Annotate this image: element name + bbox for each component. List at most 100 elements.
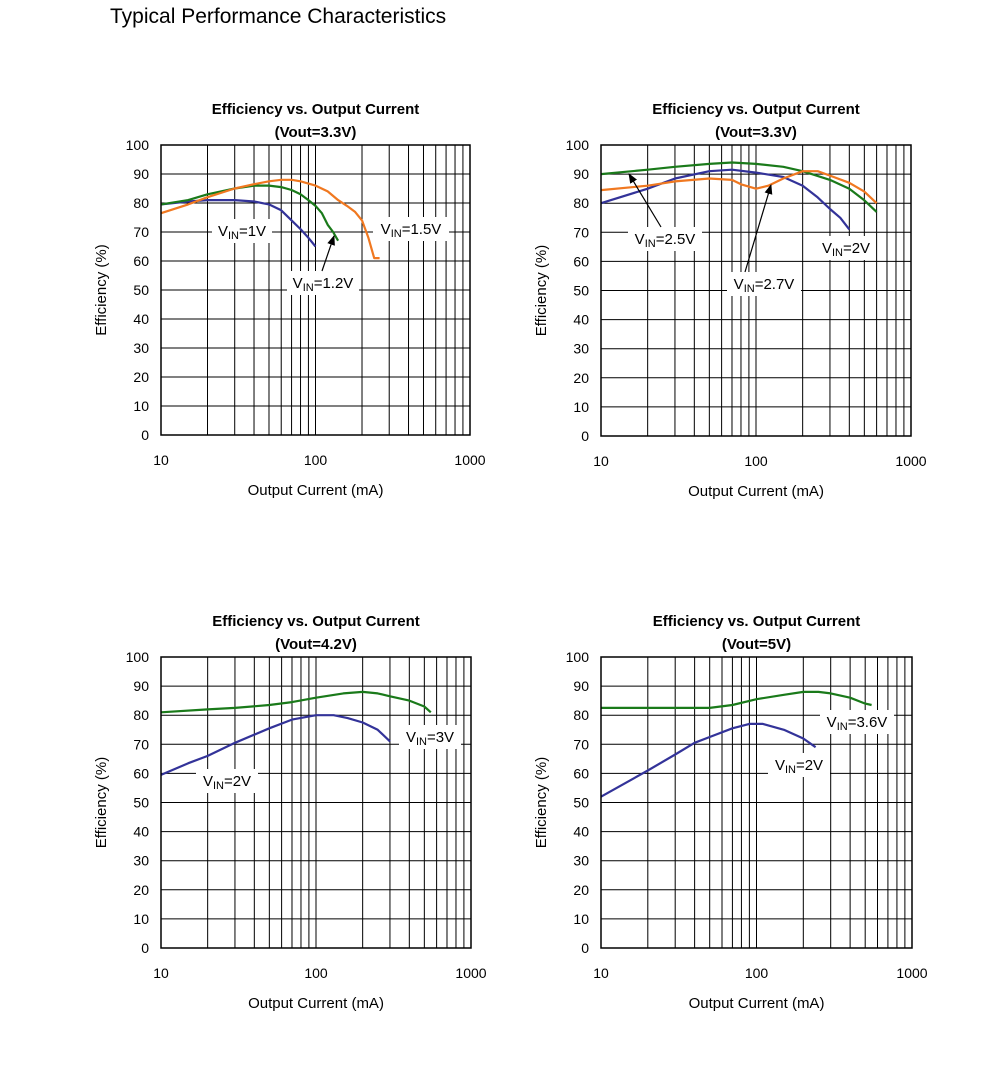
series-line [600,722,817,798]
y-tick-label: 60 [573,765,589,781]
y-tick-label: 30 [573,853,589,869]
chart-subtitle: (Vout=3.3V) [715,124,797,141]
y-tick-label: 70 [573,736,589,752]
x-tick-label: 100 [304,452,328,468]
y-tick-label: 0 [141,940,149,956]
plot-border [600,144,912,437]
y-tick-label: 100 [126,649,150,665]
x-tick-label: 100 [304,965,328,981]
y-tick-label: 20 [133,882,149,898]
x-tick-label: 1000 [895,453,926,469]
y-tick-label: 20 [133,369,149,385]
y-tick-label: 10 [133,911,149,927]
chart-title: Efficiency vs. Output Current [652,101,860,118]
y-tick-label: 100 [566,649,590,665]
x-tick-label: 1000 [455,965,486,981]
annotation-bg [212,219,272,243]
y-tick-label: 60 [133,253,149,269]
chart-4: Efficiency vs. Output Current(Vout=5V)01… [533,613,928,1012]
y-tick-label: 40 [133,824,149,840]
y-tick-label: 80 [573,707,589,723]
annotation-arrow [628,173,662,228]
y-tick-label: 0 [141,427,149,443]
y-tick-label: 40 [573,824,589,840]
annotation-bg [768,753,830,777]
y-tick-label: 50 [133,795,149,811]
y-tick-label: 100 [126,137,150,153]
series-annotation: VIN=2.7V [734,276,795,295]
annotation-bg [628,227,702,251]
series-annotation: VIN=1V [218,223,266,242]
x-tick-label: 1000 [454,452,485,468]
plot-border [160,144,471,436]
y-axis-label: Efficiency (%) [533,245,550,336]
series-line [160,714,391,776]
annotation-arrow [321,235,335,272]
y-tick-label: 90 [573,678,589,694]
page-title: Typical Performance Characteristics [110,5,447,28]
series-line [160,178,380,260]
y-tick-label: 70 [133,224,149,240]
x-tick-label: 10 [593,965,609,981]
y-tick-label: 10 [573,399,589,415]
y-tick-label: 50 [573,283,589,299]
annotation-arrow [744,184,773,273]
y-tick-label: 10 [133,398,149,414]
series-line [601,690,872,710]
series-annotation: VIN=1.5V [381,221,442,240]
y-tick-label: 10 [573,911,589,927]
y-tick-label: 60 [573,253,589,269]
series-line [600,170,878,205]
y-tick-label: 90 [133,678,149,694]
annotation-bg [820,710,894,734]
y-axis-label: Efficiency (%) [93,244,110,335]
y-tick-label: 80 [573,195,589,211]
x-tick-label: 10 [593,453,609,469]
chart-title: Efficiency vs. Output Current [653,613,861,630]
series-annotation: VIN=2V [822,240,870,259]
plot-border [160,656,472,949]
x-tick-label: 10 [153,965,169,981]
series-line [600,161,878,213]
chart-subtitle: (Vout=4.2V) [275,636,357,653]
chart-subtitle: (Vout=5V) [722,636,791,653]
annotation-bg [727,272,801,296]
y-tick-label: 20 [573,882,589,898]
x-tick-label: 100 [745,965,769,981]
x-tick-label: 1000 [896,965,927,981]
annotation-bg [816,236,876,260]
series-annotation: VIN=2V [775,757,823,776]
x-axis-label: Output Current (mA) [248,482,384,499]
y-axis-label: Efficiency (%) [533,757,550,848]
chart-2: Efficiency vs. Output Current (Vout=3.3V)… [533,101,927,500]
y-tick-label: 40 [573,312,589,328]
x-tick-label: 100 [744,453,768,469]
y-tick-label: 30 [133,853,149,869]
y-tick-label: 100 [566,137,590,153]
y-tick-label: 50 [133,282,149,298]
y-tick-label: 30 [133,340,149,356]
y-axis-label: Efficiency (%) [93,757,110,848]
y-tick-label: 20 [573,370,589,386]
series-line [160,184,340,242]
y-tick-label: 0 [581,428,589,444]
y-tick-label: 40 [133,311,149,327]
chart-title: Efficiency vs. Output Current [212,101,420,118]
x-tick-label: 10 [153,452,169,468]
series-annotation: VIN=1.2V [293,275,354,294]
series-annotation: VIN=3.6V [827,714,888,733]
chart-1: Efficiency vs. Output Current (Vout=3.3V)… [93,101,486,499]
y-tick-label: 90 [573,166,589,182]
y-tick-label: 30 [573,341,589,357]
y-tick-label: 60 [133,765,149,781]
series-annotation: VIN=3V [406,729,454,748]
series-annotation: VIN=2.5V [635,231,696,250]
plot-border [600,656,913,949]
chart-3: Efficiency vs. Output Current (Vout=4.2V)… [93,613,487,1012]
series-line [600,168,851,231]
x-axis-label: Output Current (mA) [689,995,825,1012]
chart-subtitle: (Vout=3.3V) [275,124,357,141]
y-tick-label: 70 [573,224,589,240]
annotation-bg [399,725,461,749]
chart-title: Efficiency vs. Output Current [212,613,420,630]
